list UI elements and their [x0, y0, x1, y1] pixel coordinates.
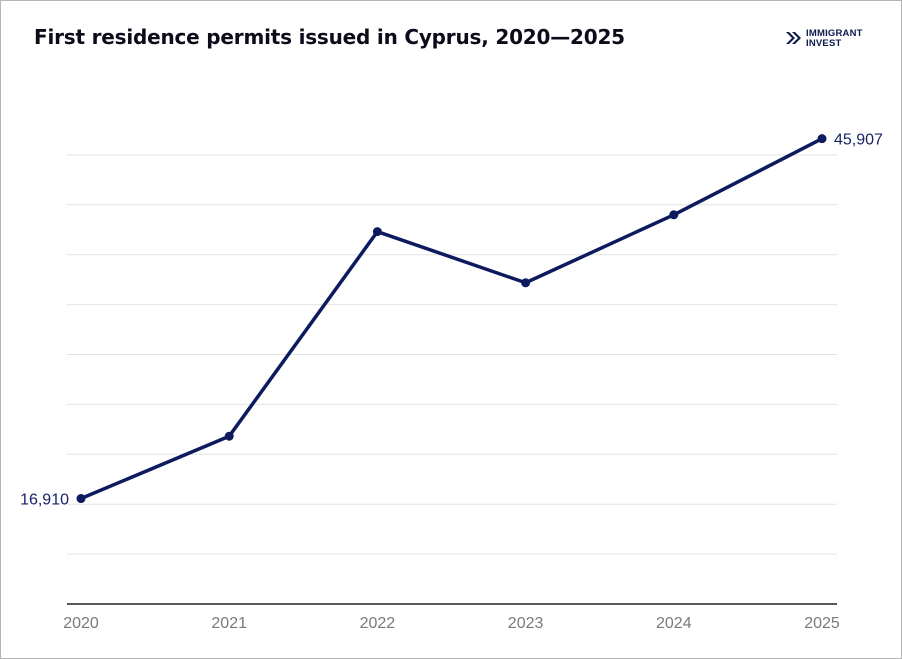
x-tick-label: 2024 — [656, 615, 692, 632]
data-point — [521, 278, 531, 288]
brand-line-1: IMMIGRANT — [806, 28, 863, 39]
data-point — [224, 431, 234, 441]
data-label: 16,910 — [20, 492, 69, 509]
x-tick-label: 2021 — [211, 615, 247, 632]
data-point — [372, 227, 382, 237]
x-tick-label: 2022 — [360, 615, 396, 632]
double-chevron-icon — [786, 32, 801, 44]
x-tick-label: 2025 — [804, 615, 840, 632]
data-label: 45,907 — [834, 132, 883, 149]
x-tick-label: 2020 — [63, 615, 99, 632]
data-point — [669, 210, 679, 220]
data-point — [76, 494, 86, 504]
data-point — [817, 134, 827, 144]
brand-line-2: INVEST — [806, 38, 842, 49]
series-line — [79, 136, 824, 501]
chart-title: First residence permits issued in Cyprus… — [34, 25, 625, 49]
x-tick-label: 2023 — [508, 615, 544, 632]
brand-wordmark: IMMIGRANT INVEST — [806, 29, 863, 49]
